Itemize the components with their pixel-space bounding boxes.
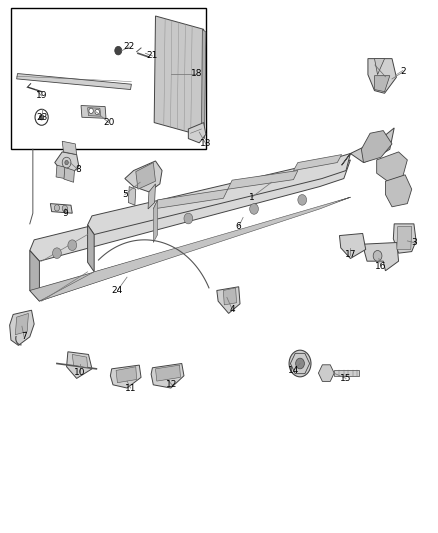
- Circle shape: [373, 251, 382, 261]
- Polygon shape: [30, 160, 350, 261]
- Polygon shape: [128, 187, 136, 205]
- Polygon shape: [64, 167, 74, 182]
- Text: 11: 11: [125, 384, 136, 392]
- Polygon shape: [223, 288, 237, 305]
- Text: 1: 1: [249, 193, 255, 201]
- Polygon shape: [397, 227, 412, 249]
- Circle shape: [39, 115, 44, 120]
- Circle shape: [250, 204, 258, 214]
- Polygon shape: [201, 29, 206, 139]
- Circle shape: [184, 213, 193, 224]
- Polygon shape: [81, 106, 106, 118]
- Circle shape: [296, 358, 304, 369]
- Polygon shape: [151, 364, 184, 388]
- Polygon shape: [148, 184, 155, 209]
- Polygon shape: [318, 365, 334, 382]
- Polygon shape: [88, 154, 350, 235]
- Text: 3: 3: [411, 238, 417, 247]
- Circle shape: [115, 46, 122, 55]
- Circle shape: [289, 350, 311, 377]
- Polygon shape: [361, 131, 392, 163]
- Polygon shape: [72, 354, 88, 368]
- Polygon shape: [153, 189, 228, 209]
- Text: 8: 8: [75, 165, 81, 174]
- Circle shape: [54, 205, 60, 211]
- Polygon shape: [136, 163, 155, 189]
- Circle shape: [95, 109, 99, 115]
- Polygon shape: [374, 76, 390, 92]
- Text: 22: 22: [124, 43, 135, 51]
- Polygon shape: [293, 155, 342, 171]
- Polygon shape: [125, 161, 162, 192]
- Circle shape: [89, 108, 93, 114]
- Text: 14: 14: [288, 366, 299, 375]
- Text: 7: 7: [21, 333, 27, 341]
- Text: 16: 16: [375, 262, 387, 271]
- Polygon shape: [368, 59, 396, 93]
- Polygon shape: [10, 310, 34, 345]
- Text: 10: 10: [74, 368, 85, 376]
- Polygon shape: [153, 200, 158, 243]
- Text: 12: 12: [166, 381, 178, 389]
- Polygon shape: [155, 365, 180, 381]
- Polygon shape: [39, 197, 350, 301]
- Text: 21: 21: [147, 52, 158, 60]
- Text: 2: 2: [400, 68, 406, 76]
- Circle shape: [53, 248, 61, 259]
- Text: 9: 9: [62, 209, 68, 217]
- Polygon shape: [88, 225, 94, 272]
- Polygon shape: [17, 74, 131, 90]
- Polygon shape: [188, 123, 206, 143]
- Polygon shape: [62, 141, 77, 155]
- Polygon shape: [290, 353, 310, 374]
- Text: 19: 19: [36, 92, 47, 100]
- Polygon shape: [377, 152, 407, 181]
- Polygon shape: [15, 313, 28, 335]
- Text: 6: 6: [236, 222, 242, 231]
- Circle shape: [62, 205, 67, 212]
- Text: 13: 13: [200, 140, 212, 148]
- Text: 5: 5: [122, 190, 128, 199]
- Text: 15: 15: [340, 374, 352, 383]
- Bar: [11, 8, 206, 149]
- Polygon shape: [154, 16, 204, 136]
- Polygon shape: [217, 287, 240, 313]
- Circle shape: [65, 160, 68, 165]
- Polygon shape: [56, 165, 66, 179]
- Polygon shape: [30, 197, 350, 301]
- Polygon shape: [88, 108, 101, 116]
- Polygon shape: [334, 370, 359, 376]
- Polygon shape: [116, 367, 137, 383]
- Polygon shape: [67, 352, 92, 378]
- Polygon shape: [55, 152, 79, 173]
- Polygon shape: [385, 175, 412, 207]
- Polygon shape: [50, 204, 72, 213]
- Circle shape: [68, 240, 77, 251]
- Text: 23: 23: [36, 113, 47, 122]
- Circle shape: [298, 195, 307, 205]
- Text: 18: 18: [191, 69, 202, 78]
- Polygon shape: [342, 128, 394, 165]
- Polygon shape: [228, 171, 298, 189]
- Text: 20: 20: [103, 118, 114, 127]
- Polygon shape: [364, 243, 399, 271]
- Polygon shape: [339, 233, 366, 259]
- Polygon shape: [393, 224, 416, 253]
- Text: 17: 17: [345, 251, 356, 259]
- Circle shape: [62, 157, 71, 168]
- Polygon shape: [30, 251, 39, 301]
- Polygon shape: [110, 365, 141, 388]
- Polygon shape: [374, 59, 385, 75]
- Text: 24: 24: [112, 286, 123, 295]
- Text: 4: 4: [230, 305, 235, 313]
